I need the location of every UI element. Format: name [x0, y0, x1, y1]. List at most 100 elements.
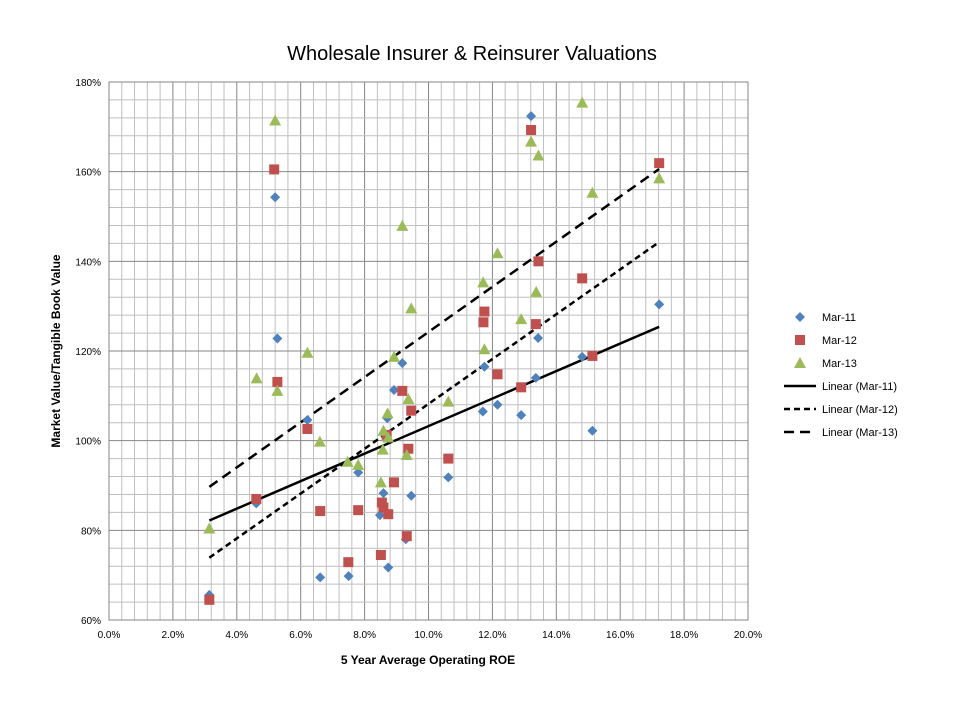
x-axis-ticks: 0.0% 2.0% 4.0% 6.0% 8.0% 10.0% 12.0% 14.0% 16.0%…: [98, 630, 763, 641]
series-mar-13: [203, 96, 666, 534]
data-point-mar-13: [478, 343, 491, 355]
data-point-mar-12: [654, 158, 665, 169]
data-point-mar-13: [405, 302, 418, 314]
plot-area-border: [108, 81, 749, 621]
data-point-mar-11: [526, 111, 537, 122]
legend-label: Mar-13: [822, 358, 857, 370]
y-axis-label: Market Value/Tangible Book Value: [49, 254, 63, 447]
data-point-mar-11: [654, 299, 665, 310]
y-tick-label: 100%: [75, 437, 101, 448]
x-tick-label: 0.0%: [98, 630, 121, 641]
data-point-mar-12: [403, 443, 414, 454]
data-point-mar-13: [396, 219, 409, 231]
data-point-mar-11: [577, 351, 588, 362]
data-point-mar-11: [388, 385, 399, 396]
data-point-mar-12: [492, 369, 503, 380]
data-point-mar-11: [272, 333, 283, 344]
legend-marker-mar-13: [794, 357, 806, 368]
data-point-mar-13: [381, 407, 394, 419]
data-point-mar-12: [375, 549, 386, 560]
data-point-mar-13: [402, 392, 415, 404]
legend-label: Mar-12: [822, 335, 857, 347]
data-point-mar-11: [492, 399, 503, 410]
x-tick-label: 4.0%: [225, 630, 248, 641]
data-point-mar-12: [530, 319, 541, 330]
data-point-mar-13: [525, 135, 538, 147]
data-point-mar-11: [477, 406, 488, 417]
data-point-mar-12: [388, 477, 399, 488]
data-point-mar-13: [341, 455, 354, 467]
data-point-mar-12: [383, 509, 394, 520]
data-point-mar-11: [343, 571, 354, 582]
data-point-mar-12: [479, 306, 490, 317]
legend-marker-mar-11: [795, 312, 805, 322]
data-point-mar-13: [515, 313, 528, 325]
data-point-mar-12: [577, 273, 588, 284]
series-mar-11: [204, 111, 665, 600]
data-point-mar-11: [443, 472, 454, 483]
x-tick-label: 12.0%: [478, 630, 506, 641]
data-point-mar-11: [533, 332, 544, 343]
x-tick-label: 10.0%: [414, 630, 442, 641]
data-point-mar-11: [374, 510, 385, 521]
data-point-mar-12: [251, 493, 262, 504]
x-tick-label: 14.0%: [542, 630, 570, 641]
data-point-mar-11: [378, 488, 389, 499]
y-axis-ticks: 60% 80% 100% 120% 140% 160% 180%: [75, 78, 101, 627]
legend: Mar-11 Mar-12 Mar-13 Linear (Mar-11) Linear …: [784, 312, 898, 439]
data-point-mar-13: [442, 395, 455, 407]
data-point-mar-13: [271, 384, 284, 396]
y-tick-label: 120%: [75, 347, 101, 358]
data-point-mar-13: [576, 96, 589, 108]
x-axis-label: 5 Year Average Operating ROE: [341, 653, 515, 667]
data-point-mar-11: [530, 372, 541, 383]
y-tick-label: 160%: [75, 168, 101, 179]
legend-marker-mar-12: [795, 335, 805, 345]
data-point-mar-12: [443, 453, 454, 464]
x-tick-label: 6.0%: [289, 630, 312, 641]
legend-label: Linear (Mar-13): [822, 427, 898, 439]
y-tick-label: 180%: [75, 78, 101, 89]
data-points: [203, 96, 666, 605]
data-point-mar-12: [302, 424, 313, 435]
data-point-mar-11: [587, 425, 598, 436]
x-tick-label: 16.0%: [606, 630, 634, 641]
data-point-mar-12: [343, 557, 354, 568]
data-point-mar-13: [352, 458, 365, 470]
data-point-mar-11: [383, 562, 394, 573]
y-tick-label: 80%: [81, 526, 101, 537]
x-tick-label: 2.0%: [162, 630, 185, 641]
data-point-mar-12: [526, 124, 537, 135]
data-point-mar-12: [397, 385, 408, 396]
data-point-mar-13: [653, 172, 666, 184]
y-tick-label: 140%: [75, 257, 101, 268]
data-point-mar-13: [387, 350, 400, 362]
data-point-mar-13: [269, 114, 282, 126]
data-point-mar-12: [587, 350, 598, 361]
data-point-mar-12: [516, 382, 527, 393]
data-point-mar-11: [353, 467, 364, 478]
data-point-mar-13: [530, 285, 543, 297]
data-point-mar-13: [203, 522, 216, 534]
trendline-linear-mar-13: [208, 167, 660, 488]
data-point-mar-11: [406, 490, 417, 501]
data-point-mar-13: [532, 149, 545, 161]
data-point-mar-12: [378, 502, 389, 513]
y-tick-label: 60%: [81, 616, 101, 627]
data-point-mar-11: [516, 410, 527, 421]
trendlines: [208, 167, 660, 559]
data-point-mar-11: [479, 361, 490, 372]
data-point-mar-13: [377, 424, 390, 436]
chart-title: Wholesale Insurer & Reinsurer Valuations: [287, 43, 657, 65]
data-point-mar-12: [272, 376, 283, 387]
data-point-mar-11: [397, 358, 408, 369]
x-tick-label: 20.0%: [734, 630, 762, 641]
data-point-mar-12: [533, 256, 544, 267]
legend-label: Linear (Mar-11): [822, 381, 897, 393]
x-tick-label: 18.0%: [670, 630, 698, 641]
data-point-mar-13: [586, 186, 599, 198]
data-point-mar-12: [353, 505, 364, 516]
data-point-mar-13: [313, 435, 326, 447]
legend-label: Mar-11: [822, 312, 856, 324]
